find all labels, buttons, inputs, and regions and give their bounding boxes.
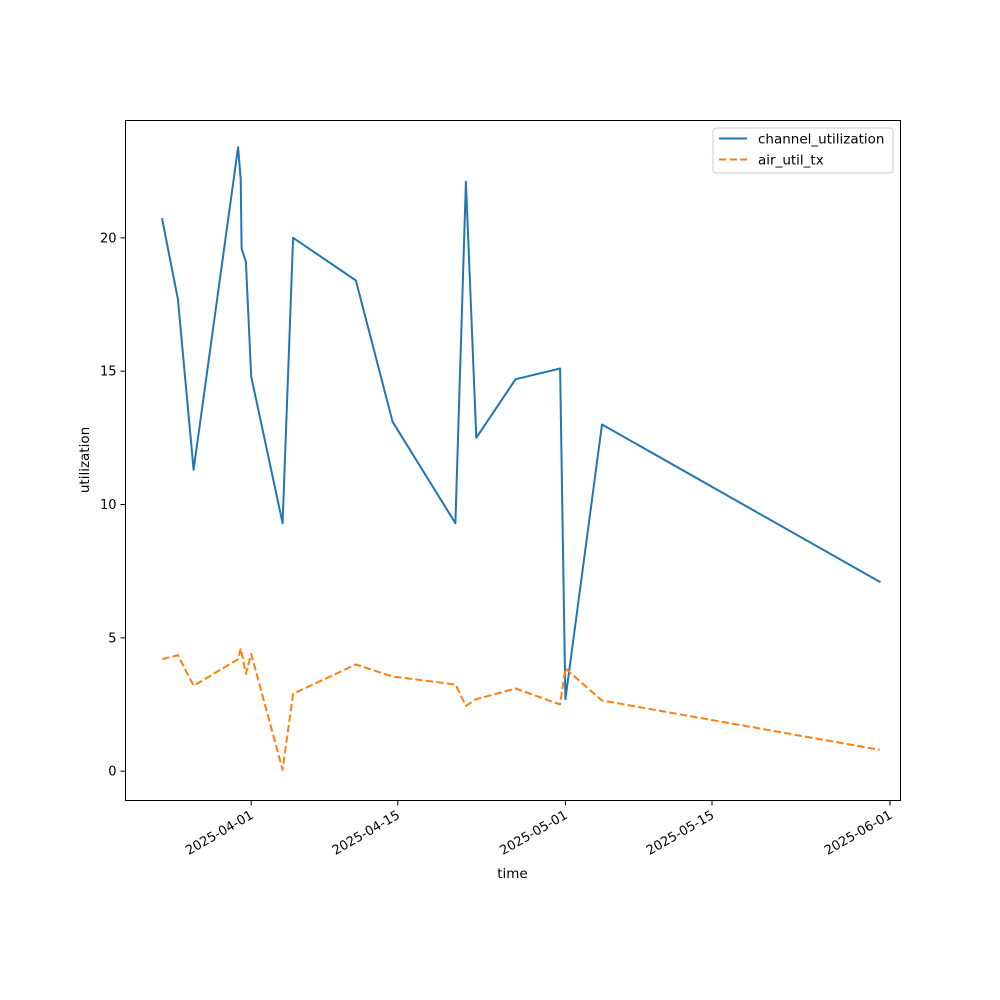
x-axis-ticks: 2025-04-01 2025-04-15 2025-05-01 2025-05-15…	[183, 800, 895, 859]
series-line-air-util-tx	[161, 647, 880, 771]
legend: channel_utilization air_util_tx	[712, 127, 894, 174]
x-tick-label: 2025-05-15	[644, 808, 717, 859]
legend-box	[712, 127, 894, 174]
x-axis-label: time	[497, 866, 528, 882]
x-tick-label: 2025-04-15	[330, 808, 403, 859]
series-line-channel-utilization	[161, 146, 881, 701]
x-tick-label: 2025-05-01	[497, 808, 570, 859]
x-tick-label: 2025-04-01	[183, 808, 256, 859]
y-tick-label: 5	[108, 631, 116, 646]
legend-label-channel-utilization: channel_utilization	[758, 132, 885, 148]
x-tick-label: 2025-06-01	[822, 808, 895, 859]
y-tick-label: 15	[100, 365, 117, 380]
y-tick-label: 20	[100, 231, 117, 246]
plot-frame	[125, 120, 901, 801]
y-tick-label: 0	[108, 765, 116, 780]
plot-lines	[161, 146, 881, 771]
y-tick-label: 10	[100, 498, 117, 513]
y-axis-ticks: 0 5 10 15 20	[100, 231, 126, 780]
legend-label-air-util-tx: air_util_tx	[758, 153, 824, 169]
y-axis-label: utilization	[77, 427, 93, 493]
